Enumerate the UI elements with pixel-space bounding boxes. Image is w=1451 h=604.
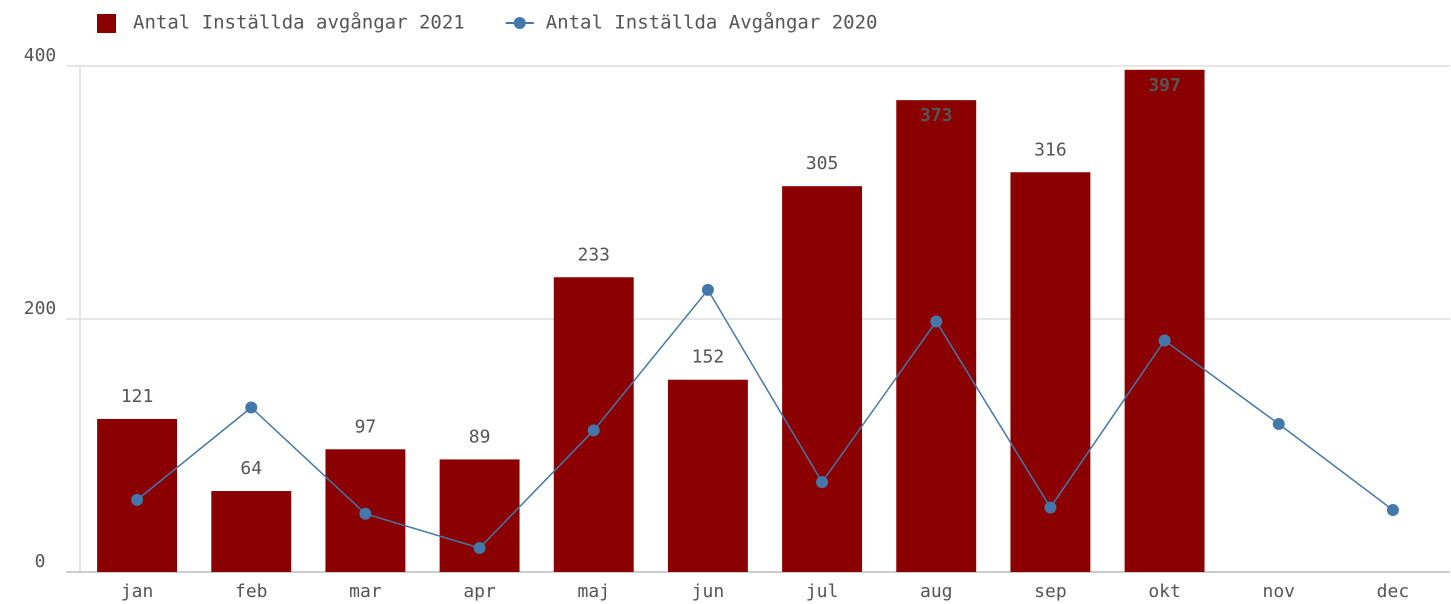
data-label: 397 [1148,75,1181,96]
x-tick-label: jul [806,581,839,602]
x-tick-label: maj [577,581,610,602]
data-label: 373 [920,105,953,126]
legend-label: Antal Inställda avgångar 2021 [133,11,465,34]
point [1044,501,1057,514]
bar [896,100,977,572]
bar [439,459,520,572]
x-tick-label: aug [920,581,953,602]
data-label: 316 [1034,139,1067,160]
legend-label: Antal Inställda Avgångar 2020 [546,11,878,34]
bar [782,186,863,573]
y-tick-label: 0 [35,551,46,572]
bar [1124,69,1205,573]
bar [211,491,292,572]
point [587,424,600,437]
line [136,288,1394,549]
legend-swatch [513,17,526,29]
point [1272,417,1285,430]
data-label: 89 [469,426,491,447]
point [473,541,486,554]
data-label: 305 [806,153,839,174]
x-tick-label: okt [1148,581,1181,602]
point [131,493,144,506]
data-label: 233 [577,244,610,265]
x-tick-label: apr [463,581,496,602]
point [245,401,258,414]
y-tick-label: 200 [24,298,57,319]
x-tick-label: jun [692,581,725,602]
point [701,283,714,296]
bar [667,379,748,572]
x-tick-label: jan [121,581,154,602]
point [1386,504,1399,517]
point [1158,334,1171,347]
point [930,315,943,328]
point [359,507,372,520]
y-tick-label: 400 [24,45,57,66]
legend-swatch [97,14,116,33]
data-label: 97 [355,416,377,437]
data-label: 64 [240,458,262,479]
x-tick-label: feb [235,581,268,602]
data-label: 152 [692,347,725,368]
x-tick-label: nov [1262,581,1295,602]
x-tick-label: sep [1034,581,1067,602]
x-tick-label: mar [349,581,382,602]
point [816,476,829,489]
data-label: 121 [121,386,154,407]
x-tick-label: dec [1377,581,1410,602]
